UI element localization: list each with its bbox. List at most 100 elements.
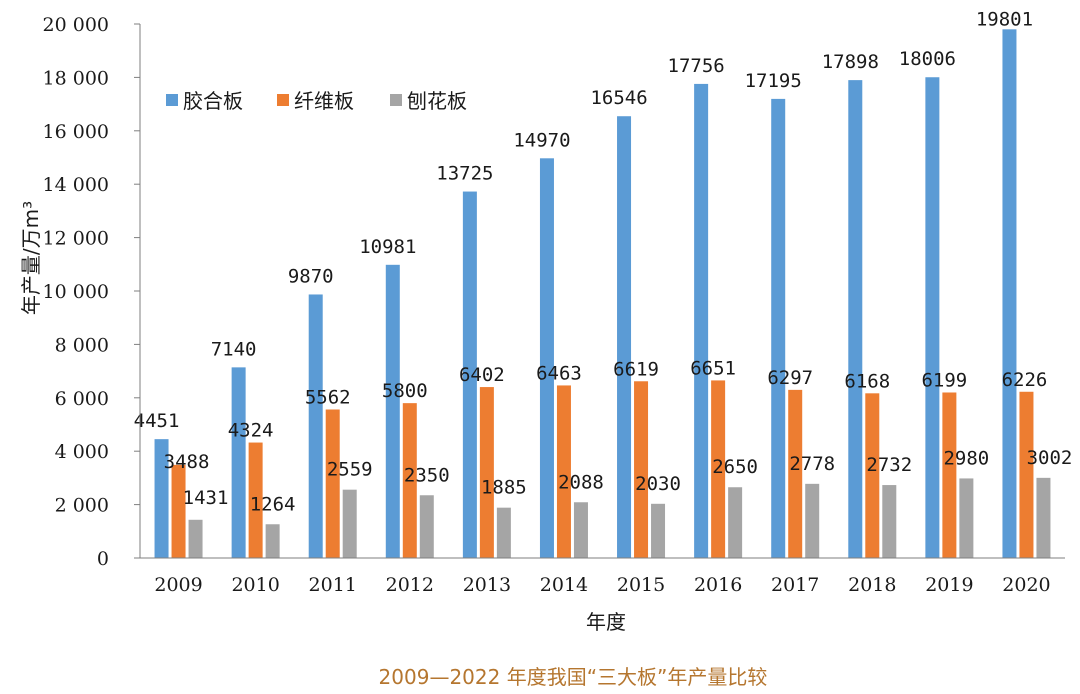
data-label-2014-1: 6463 bbox=[536, 362, 582, 384]
data-label-2018-1: 6168 bbox=[844, 370, 890, 392]
data-label-2018-0: 17898 bbox=[822, 51, 879, 73]
y-tick-label: 10 000 bbox=[43, 281, 109, 303]
bar-2017-1 bbox=[788, 389, 803, 558]
y-tick-label: 0 bbox=[97, 548, 109, 570]
data-label-2020-1: 6226 bbox=[1002, 369, 1048, 391]
y-tick-label: 18 000 bbox=[43, 67, 109, 89]
bar-2011-1 bbox=[325, 409, 340, 558]
bar-2009-1 bbox=[171, 464, 186, 558]
data-label-2013-0: 13725 bbox=[436, 163, 493, 185]
data-label-2017-2: 2778 bbox=[789, 453, 835, 475]
x-tick-label: 2018 bbox=[848, 574, 896, 596]
bar-2010-1 bbox=[248, 442, 263, 558]
data-label-2019-0: 18006 bbox=[899, 48, 956, 70]
x-tick-label: 2013 bbox=[463, 574, 511, 596]
bar-2012-0 bbox=[385, 264, 400, 558]
data-label-2016-0: 17756 bbox=[668, 55, 725, 77]
bar-2017-2 bbox=[805, 483, 820, 558]
data-labels: 4451 3488 1431 7140 4324 1264 9870 5562 2559 1098… bbox=[134, 8, 1073, 515]
data-label-2010-2: 1264 bbox=[250, 493, 296, 515]
legend: 胶合板 纤维板 刨花板 bbox=[166, 89, 467, 113]
y-tick-label: 14 000 bbox=[43, 174, 109, 196]
data-label-2011-2: 2559 bbox=[327, 459, 373, 481]
bar-2019-0 bbox=[925, 77, 940, 558]
bar-2015-1 bbox=[634, 381, 649, 558]
y-tick-label: 8 000 bbox=[55, 334, 109, 356]
legend-swatch-2 bbox=[390, 94, 402, 106]
bar-2014-0 bbox=[539, 158, 554, 558]
y-tick-label: 12 000 bbox=[43, 228, 109, 250]
data-label-2018-2: 2732 bbox=[866, 454, 912, 476]
chart-caption: 2009—2022 年度我国“三大板”年产量比较 bbox=[379, 665, 768, 689]
bar-2014-2 bbox=[573, 502, 588, 558]
bar-2014-1 bbox=[556, 385, 571, 558]
bar-2015-0 bbox=[617, 116, 632, 558]
data-label-2016-2: 2650 bbox=[712, 456, 758, 478]
legend-swatch-0 bbox=[166, 94, 178, 106]
x-tick-label: 2017 bbox=[771, 574, 819, 596]
data-label-2013-1: 6402 bbox=[459, 364, 505, 386]
bar-2015-2 bbox=[651, 503, 666, 558]
data-label-2012-2: 2350 bbox=[404, 464, 450, 486]
bar-2019-2 bbox=[959, 478, 974, 558]
legend-label-2: 刨花板 bbox=[407, 89, 467, 113]
x-tick-label: 2012 bbox=[386, 574, 434, 596]
data-label-2010-1: 4324 bbox=[228, 420, 274, 442]
y-tick-label: 6 000 bbox=[55, 388, 109, 410]
bar-2012-1 bbox=[402, 403, 417, 558]
data-label-2013-2: 1885 bbox=[481, 477, 527, 499]
bar-2010-2 bbox=[265, 524, 280, 558]
data-label-2015-2: 2030 bbox=[635, 473, 681, 495]
bar-2012-2 bbox=[419, 495, 434, 558]
data-label-2020-0: 19801 bbox=[976, 8, 1033, 30]
legend-label-0: 胶合板 bbox=[183, 89, 243, 113]
x-axis-ticks: 2009 2010 2011 2012 2013 2014 2015 2016 2017 2018… bbox=[154, 574, 1050, 596]
data-label-2016-1: 6651 bbox=[690, 357, 736, 379]
data-label-2020-2: 3002 bbox=[1027, 447, 1073, 469]
y-tick-label: 4 000 bbox=[55, 441, 109, 463]
x-tick-label: 2010 bbox=[231, 574, 279, 596]
data-label-2019-2: 2980 bbox=[943, 447, 989, 469]
bar-2013-1 bbox=[479, 387, 494, 558]
x-tick-label: 2011 bbox=[309, 574, 357, 596]
bars bbox=[154, 29, 1051, 559]
bar-2013-2 bbox=[496, 507, 511, 558]
data-label-2019-1: 6199 bbox=[921, 369, 967, 391]
data-label-2009-1: 3488 bbox=[164, 451, 210, 473]
bar-2020-1 bbox=[1019, 391, 1034, 558]
data-label-2012-0: 10981 bbox=[359, 236, 416, 258]
x-tick-label: 2015 bbox=[617, 574, 665, 596]
data-label-2015-1: 6619 bbox=[613, 358, 659, 380]
data-label-2017-0: 17195 bbox=[745, 70, 802, 92]
y-tick-label: 20 000 bbox=[43, 14, 109, 36]
legend-label-1: 纤维板 bbox=[294, 89, 354, 113]
y-axis-title: 年产量/万m³ bbox=[19, 201, 43, 315]
bar-2019-1 bbox=[942, 392, 957, 558]
bar-2010-0 bbox=[231, 367, 246, 558]
y-tick-label: 2 000 bbox=[55, 495, 109, 517]
bar-2009-2 bbox=[188, 519, 203, 558]
bar-2018-2 bbox=[882, 485, 897, 558]
bar-2018-1 bbox=[865, 393, 880, 558]
y-tick-label: 16 000 bbox=[43, 121, 109, 143]
y-axis-ticks: 0 2 000 4 000 6 000 8 000 10 000 12 000 14 000 1… bbox=[43, 14, 140, 570]
bar-2016-0 bbox=[694, 83, 709, 559]
bar-2013-0 bbox=[462, 191, 477, 559]
bar-2017-0 bbox=[771, 98, 786, 559]
x-tick-label: 2019 bbox=[925, 574, 973, 596]
x-axis-title: 年度 bbox=[586, 610, 626, 634]
x-tick-label: 2020 bbox=[1002, 574, 1050, 596]
data-label-2009-2: 1431 bbox=[183, 487, 229, 509]
data-label-2012-1: 5800 bbox=[382, 380, 428, 402]
data-label-2017-1: 6297 bbox=[767, 367, 813, 389]
data-label-2014-2: 2088 bbox=[558, 471, 604, 493]
data-label-2011-1: 5562 bbox=[305, 386, 351, 408]
data-label-2009-0: 4451 bbox=[134, 410, 180, 432]
x-tick-label: 2016 bbox=[694, 574, 742, 596]
data-label-2011-0: 9870 bbox=[288, 265, 334, 287]
data-label-2010-0: 7140 bbox=[211, 338, 257, 360]
bar-2020-2 bbox=[1036, 477, 1051, 558]
bar-2016-2 bbox=[728, 487, 743, 558]
bar-2020-0 bbox=[1002, 29, 1017, 559]
bar-2016-1 bbox=[711, 380, 726, 558]
